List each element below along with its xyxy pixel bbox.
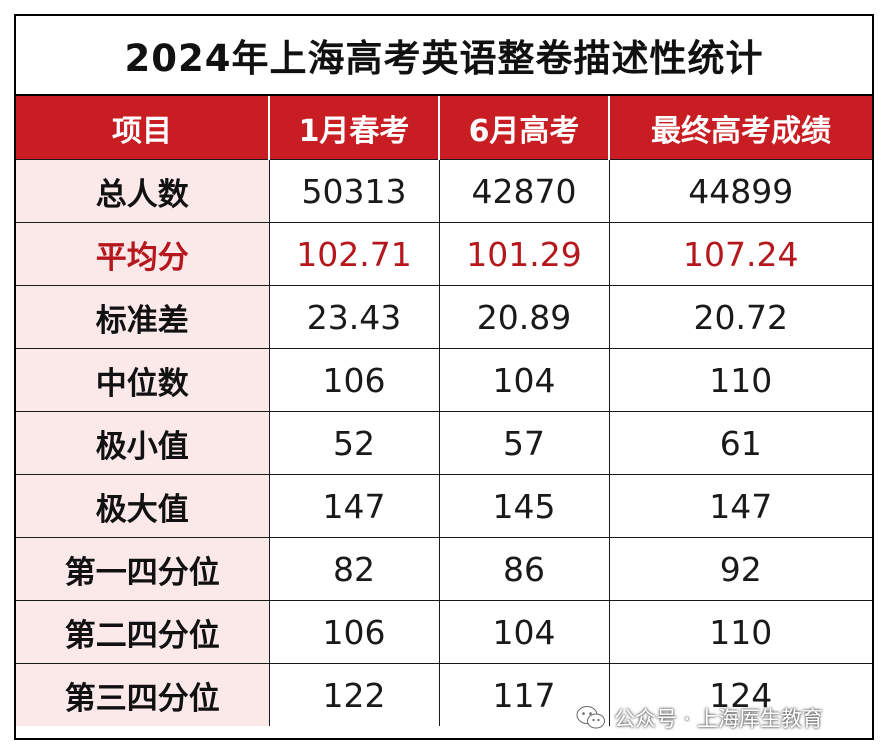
table-cell: 42870 [439, 159, 610, 223]
watermark: 公众号 · 上海厍生教育 [576, 702, 823, 734]
table-row: 总人数 50313 42870 44899 [16, 159, 872, 223]
table-row: 第一四分位 82 86 92 [16, 537, 872, 601]
table-row: 中位数 106 104 110 [16, 348, 872, 412]
table-cell: 20.72 [609, 285, 872, 349]
header-item: 项目 [16, 96, 270, 160]
table-cell: 44899 [609, 159, 872, 223]
table-row: 极大值 147 145 147 [16, 474, 872, 538]
table-cell: 86 [439, 537, 610, 601]
row-label: 极小值 [16, 411, 270, 475]
table-cell: 101.29 [439, 222, 610, 286]
table-cell: 106 [269, 348, 440, 412]
table-cell: 110 [609, 600, 872, 664]
table-row: 极小值 52 57 61 [16, 411, 872, 475]
row-label: 中位数 [16, 348, 270, 412]
table-row-highlighted: 平均分 102.71 101.29 107.24 [16, 222, 872, 286]
row-label: 极大值 [16, 474, 270, 538]
table-row: 标准差 23.43 20.89 20.72 [16, 285, 872, 349]
table-cell: 106 [269, 600, 440, 664]
table-cell: 104 [439, 600, 610, 664]
table-cell: 20.89 [439, 285, 610, 349]
table-cell: 122 [269, 663, 440, 726]
table-cell: 117 [439, 663, 610, 726]
table-cell: 104 [439, 348, 610, 412]
table-cell: 124 [609, 663, 872, 726]
table-cell: 92 [609, 537, 872, 601]
row-label: 第三四分位 [16, 663, 270, 726]
table-cell: 147 [269, 474, 440, 538]
header-final-score: 最终高考成绩 [609, 96, 872, 160]
row-label: 第一四分位 [16, 537, 270, 601]
table-cell: 57 [439, 411, 610, 475]
row-label: 标准差 [16, 285, 270, 349]
table-cell: 107.24 [609, 222, 872, 286]
table-title: 2024年上海高考英语整卷描述性统计 [16, 16, 872, 96]
watermark-text: 公众号 · 上海厍生教育 [614, 707, 824, 731]
table-cell: 102.71 [269, 222, 440, 286]
header-row: 项目 1月春考 6月高考 最终高考成绩 [16, 96, 872, 160]
stats-table-frame: 2024年上海高考英语整卷描述性统计 项目 1月春考 6月高考 最终高考成绩 总… [14, 14, 874, 740]
header-june-exam: 6月高考 [439, 96, 610, 160]
table-row: 第三四分位 122 117 124 [16, 663, 872, 726]
wechat-icon [576, 706, 605, 729]
table-cell: 145 [439, 474, 610, 538]
table-cell: 110 [609, 348, 872, 412]
row-label: 第二四分位 [16, 600, 270, 664]
table-cell: 52 [269, 411, 440, 475]
row-label: 总人数 [16, 159, 270, 223]
row-label: 平均分 [16, 222, 270, 286]
table-cell: 61 [609, 411, 872, 475]
header-spring-exam: 1月春考 [269, 96, 440, 160]
stats-table: 项目 1月春考 6月高考 最终高考成绩 总人数 50313 42870 4489… [16, 96, 872, 726]
table-cell: 147 [609, 474, 872, 538]
table-cell: 82 [269, 537, 440, 601]
table-row: 第二四分位 106 104 110 [16, 600, 872, 664]
table-cell: 23.43 [269, 285, 440, 349]
table-cell: 50313 [269, 159, 440, 223]
